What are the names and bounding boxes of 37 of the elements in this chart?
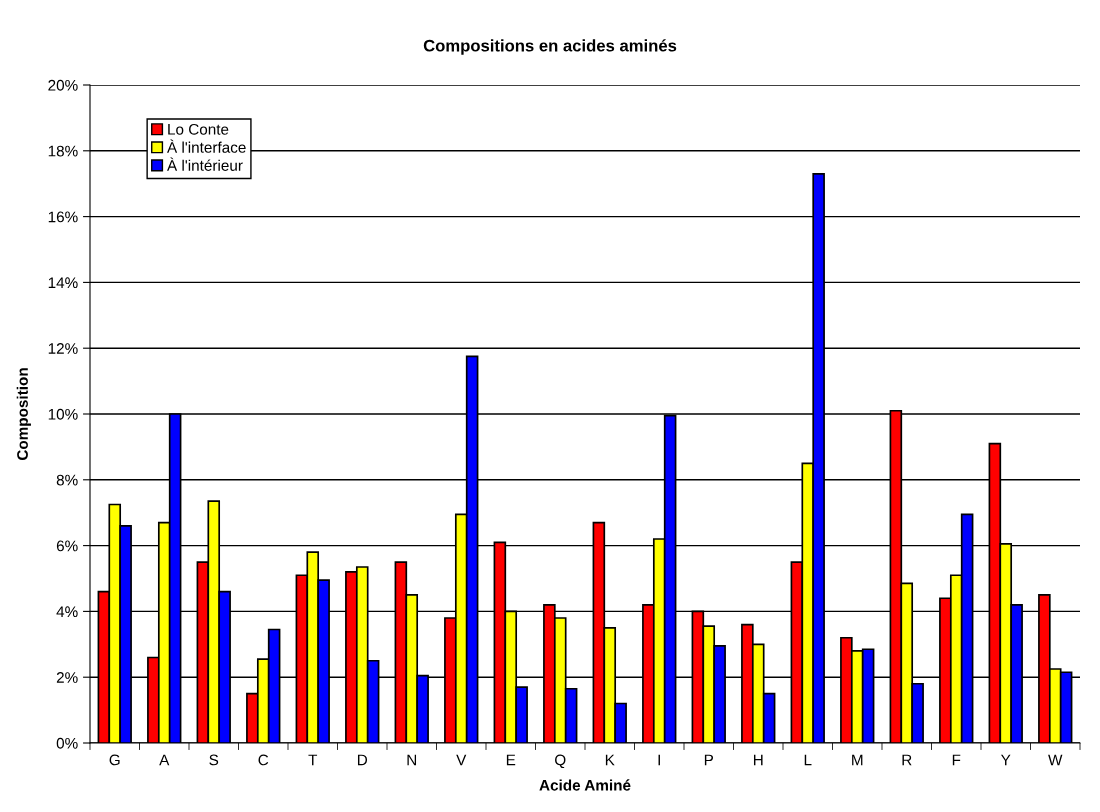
x-tick-label: M — [852, 754, 863, 766]
y-axis-title: Composition — [16, 368, 31, 461]
x-tick-label: E — [506, 754, 516, 766]
x-tick-label: Y — [1000, 754, 1011, 766]
x-tick-label: T — [308, 754, 318, 766]
chart-title: Compositions en acides aminés — [423, 39, 677, 55]
x-tick-label: K — [605, 754, 615, 766]
y-tick-label: 10% — [48, 408, 78, 420]
x-tick-label: H — [753, 754, 763, 766]
x-tick-label: C — [258, 754, 269, 766]
y-tick-label: 12% — [48, 343, 78, 354]
x-tick-label: I — [658, 754, 660, 766]
x-tick-label: P — [704, 754, 714, 766]
x-axis-title: Acide Aminé — [539, 779, 631, 791]
y-tick-label: 8% — [56, 474, 78, 486]
y-tick-label: 20% — [48, 79, 78, 91]
y-tick-label: 18% — [48, 145, 78, 157]
y-tick-label: 0% — [56, 737, 78, 749]
x-tick-label: Q — [555, 754, 566, 769]
x-tick-label: N — [407, 754, 417, 766]
x-tick-label: A — [159, 754, 170, 766]
x-tick-label: D — [357, 754, 368, 766]
x-tick-label: W — [1048, 754, 1063, 766]
x-tick-label: G — [109, 754, 120, 766]
y-tick-label: 14% — [48, 277, 78, 289]
legend-label: Lo Conte — [168, 123, 229, 135]
legend-label: À l'interface — [167, 139, 246, 153]
y-tick-label: 2% — [56, 672, 78, 683]
x-tick-label: R — [902, 754, 912, 766]
x-tick-label: V — [456, 754, 467, 766]
x-tick-label: L — [804, 754, 812, 766]
legend-label: À l'intérieur — [167, 157, 243, 171]
x-tick-label: F — [952, 754, 961, 766]
y-tick-label: 6% — [56, 540, 78, 552]
y-tick-label: 4% — [56, 606, 78, 618]
x-tick-label: S — [209, 754, 219, 766]
y-tick-label: 16% — [48, 211, 78, 223]
